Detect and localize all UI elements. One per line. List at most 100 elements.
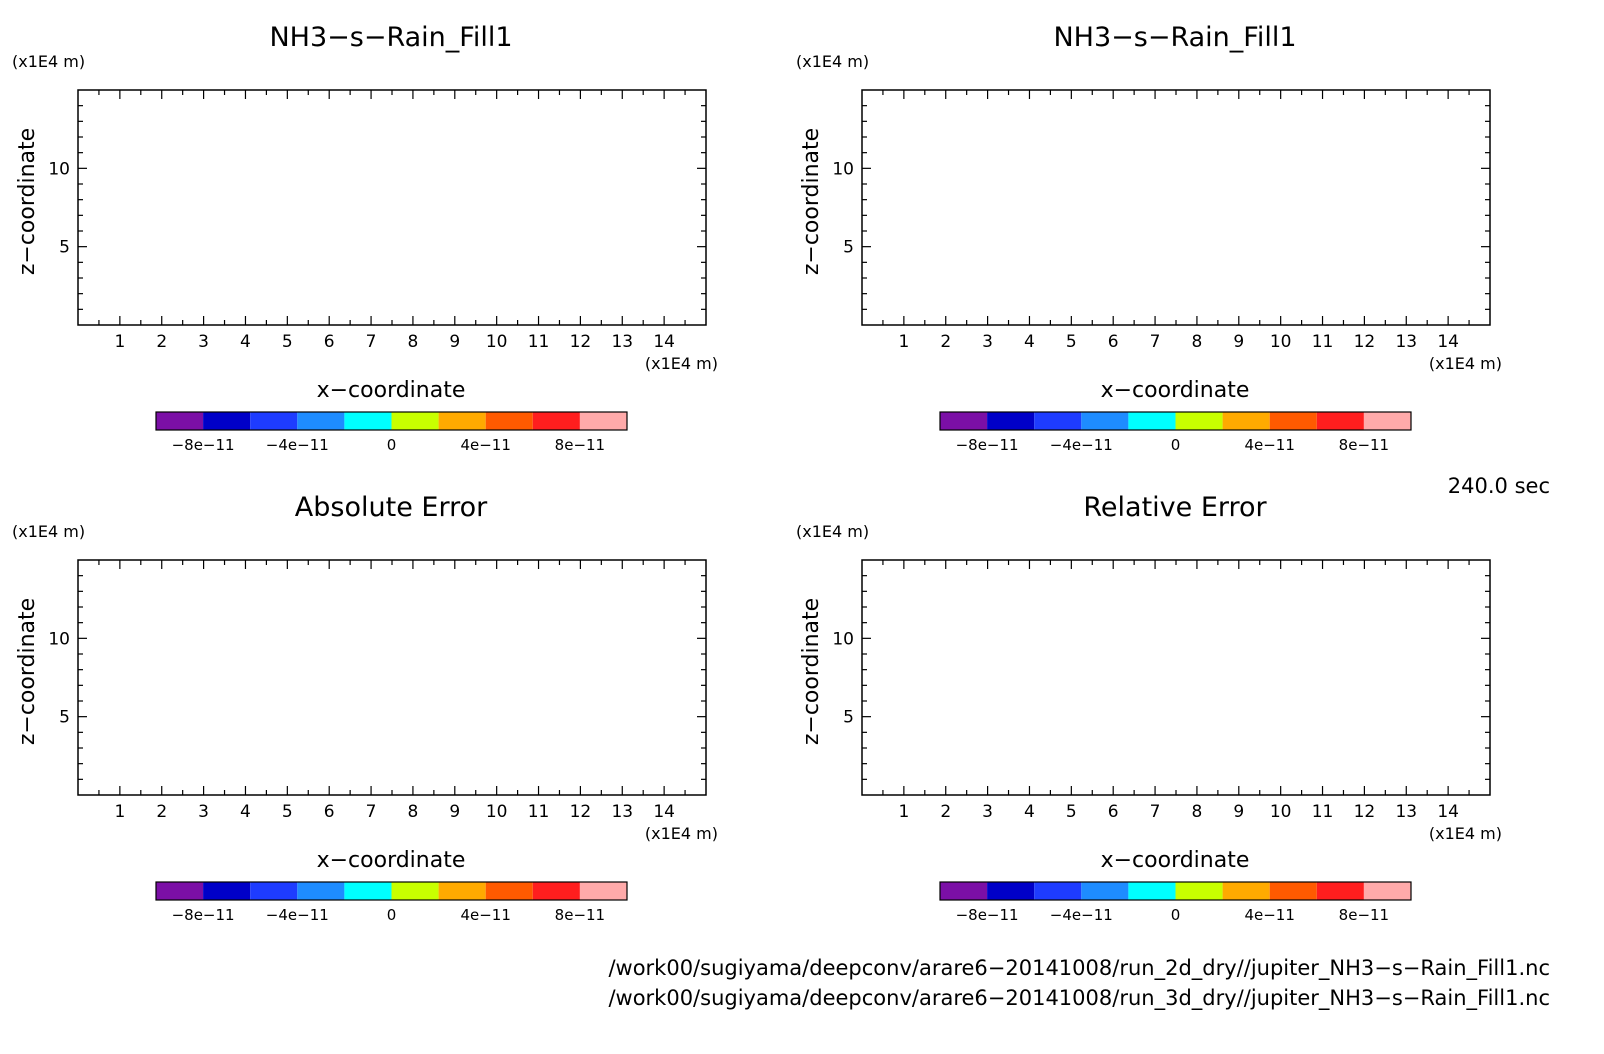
x-tick-label: 7	[366, 802, 377, 822]
x-tick-label: 14	[1437, 332, 1459, 352]
y-unit-label: (x1E4 m)	[12, 52, 85, 71]
x-tick-label: 2	[940, 802, 951, 822]
colorbar-swatch	[1222, 412, 1270, 430]
x-tick-label: 7	[1150, 802, 1161, 822]
x-axis-label: x−coordinate	[1101, 848, 1250, 873]
x-tick-label: 7	[366, 332, 377, 352]
y-tick-label: 10	[48, 629, 70, 649]
x-tick-label: 11	[528, 332, 550, 352]
colorbar-swatch	[344, 882, 392, 900]
x-tick-label: 13	[1395, 802, 1417, 822]
y-unit-label: (x1E4 m)	[796, 52, 869, 71]
colorbar-swatch	[297, 882, 345, 900]
x-tick-label: 5	[1066, 802, 1077, 822]
colorbar-tick-label: 0	[387, 906, 397, 924]
colorbar: −8e−11 −4e−11 0 4e−11 8e−11	[939, 881, 1412, 924]
chart-title: Absolute Error	[295, 492, 488, 523]
colorbar-tick-label: −8e−11	[172, 436, 235, 454]
y-axis-label: z−coordinate	[15, 598, 40, 745]
x-tick-label: 9	[1233, 332, 1244, 352]
plot-frame	[861, 559, 1491, 796]
x-tick-label: 9	[449, 802, 460, 822]
colorbar-swatch	[579, 412, 627, 430]
x-tick-label: 4	[1024, 332, 1035, 352]
colorbar-swatch	[1034, 882, 1082, 900]
chart-panel-4: Relative Error(x1E4 m)1 2 3 4 5 6 7 8 9 10 11 12 13 1…	[796, 492, 1502, 924]
x-tick-label: 13	[611, 802, 633, 822]
colorbar-swatch	[1316, 882, 1364, 900]
y-unit-label: (x1E4 m)	[12, 522, 85, 541]
x-tick-label: 2	[156, 332, 167, 352]
plot-frame	[861, 89, 1491, 326]
colorbar-swatch	[1128, 412, 1176, 430]
x-tick-label: 10	[486, 802, 508, 822]
x-tick-label: 4	[240, 332, 251, 352]
x-tick-label: 3	[982, 802, 993, 822]
colorbar-swatch	[485, 882, 533, 900]
x-tick-label: 14	[1437, 802, 1459, 822]
x-tick-label: 13	[1395, 332, 1417, 352]
colorbar-swatch	[532, 882, 580, 900]
chart-title: NH3−s−Rain_Fill1	[269, 22, 512, 53]
colorbar-swatch	[250, 412, 298, 430]
colorbar-swatch	[579, 882, 627, 900]
x-axis-label: x−coordinate	[1101, 378, 1250, 403]
x-tick-label: 4	[1024, 802, 1035, 822]
colorbar-frame	[939, 881, 1412, 901]
y-tick-label: 5	[843, 708, 854, 728]
colorbar-tick-label: 0	[387, 436, 397, 454]
colorbar-tick-label: 4e−11	[1244, 906, 1294, 924]
y-unit-label: (x1E4 m)	[796, 522, 869, 541]
colorbar-frame	[155, 411, 628, 431]
y-tick-label: 10	[48, 159, 70, 179]
footer-path-2: /work00/sugiyama/deepconv/arare6−2014100…	[608, 986, 1550, 1010]
x-tick-label: 10	[1270, 332, 1292, 352]
colorbar-swatch	[987, 882, 1035, 900]
chart-panel-1: NH3−s−Rain_Fill1(x1E4 m)1 2 3 4 5 6 7 8 9 10 11 12 1…	[12, 22, 718, 454]
colorbar-swatch	[987, 412, 1035, 430]
x-tick-label: 12	[1354, 802, 1376, 822]
colorbar-swatch	[1175, 412, 1223, 430]
x-tick-label: 6	[1108, 802, 1119, 822]
colorbar-tick-label: 8e−11	[1339, 906, 1389, 924]
x-tick-label: 3	[982, 332, 993, 352]
colorbar-swatch	[250, 882, 298, 900]
x-tick-label: 9	[449, 332, 460, 352]
colorbar-swatch	[1363, 412, 1411, 430]
colorbar-swatch	[940, 412, 988, 430]
colorbar-swatch	[344, 412, 392, 430]
colorbar-tick-label: 0	[1171, 436, 1181, 454]
colorbar: −8e−11 −4e−11 0 4e−11 8e−11	[155, 411, 628, 454]
y-tick-label: 5	[59, 238, 70, 258]
x-tick-label: 8	[408, 332, 419, 352]
x-tick-label: 14	[653, 802, 675, 822]
colorbar-swatch	[1222, 882, 1270, 900]
x-tick-label: 10	[1270, 802, 1292, 822]
x-tick-label: 5	[1066, 332, 1077, 352]
colorbar-swatch	[297, 412, 345, 430]
y-tick-label: 5	[59, 708, 70, 728]
colorbar-swatch	[1081, 412, 1129, 430]
footer-path-1: /work00/sugiyama/deepconv/arare6−2014100…	[608, 956, 1550, 980]
colorbar-tick-label: 4e−11	[1244, 436, 1294, 454]
colorbar-tick-label: 8e−11	[1339, 436, 1389, 454]
colorbar-tick-label: −8e−11	[956, 906, 1019, 924]
chart-panel-3: Absolute Error(x1E4 m)1 2 3 4 5 6 7 8 9 10 11 12 13 1…	[12, 492, 718, 924]
colorbar-swatch	[1175, 882, 1223, 900]
x-tick-label: 12	[1354, 332, 1376, 352]
x-axis-label: x−coordinate	[317, 848, 466, 873]
colorbar-swatch	[1034, 412, 1082, 430]
plot-frame	[77, 89, 707, 326]
colorbar-tick-label: −4e−11	[1050, 906, 1113, 924]
colorbar-swatch	[940, 882, 988, 900]
x-tick-label: 10	[486, 332, 508, 352]
x-tick-label: 3	[198, 332, 209, 352]
y-tick-label: 10	[832, 159, 854, 179]
x-tick-label: 11	[1312, 332, 1334, 352]
colorbar-tick-label: 4e−11	[460, 436, 510, 454]
y-axis-label: z−coordinate	[15, 128, 40, 275]
colorbar-frame	[155, 881, 628, 901]
colorbar-tick-label: 0	[1171, 906, 1181, 924]
colorbar-swatch	[1269, 412, 1317, 430]
x-tick-label: 9	[1233, 802, 1244, 822]
